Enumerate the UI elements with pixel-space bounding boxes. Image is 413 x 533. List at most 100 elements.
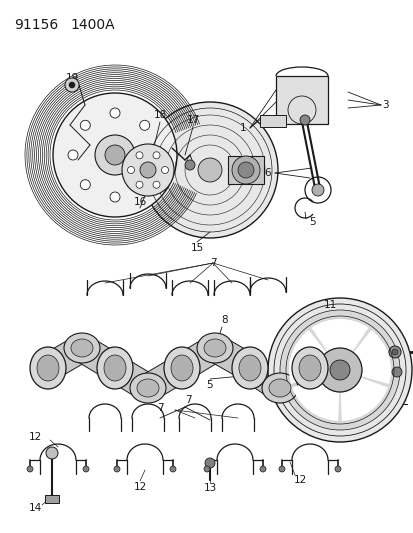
Text: 12: 12: [293, 475, 306, 485]
Circle shape: [65, 78, 79, 92]
Ellipse shape: [238, 355, 260, 381]
Circle shape: [27, 466, 33, 472]
Ellipse shape: [37, 355, 59, 381]
FancyBboxPatch shape: [275, 76, 327, 124]
Text: 5: 5: [309, 217, 316, 227]
Text: 12: 12: [28, 432, 42, 442]
FancyBboxPatch shape: [228, 156, 263, 184]
Ellipse shape: [130, 373, 166, 403]
Ellipse shape: [64, 333, 100, 363]
Circle shape: [311, 184, 323, 196]
Text: 15: 15: [190, 243, 203, 253]
Text: 7: 7: [184, 395, 191, 405]
Circle shape: [110, 108, 120, 118]
Circle shape: [95, 135, 135, 175]
Ellipse shape: [204, 339, 225, 357]
Ellipse shape: [164, 347, 199, 389]
Ellipse shape: [30, 347, 66, 389]
Ellipse shape: [71, 339, 93, 357]
Text: 3: 3: [381, 100, 387, 110]
Circle shape: [237, 162, 254, 178]
Circle shape: [46, 447, 58, 459]
Ellipse shape: [197, 333, 233, 363]
Circle shape: [391, 367, 401, 377]
Circle shape: [278, 466, 284, 472]
Circle shape: [231, 156, 259, 184]
Ellipse shape: [268, 379, 290, 397]
Polygon shape: [140, 356, 189, 400]
Circle shape: [114, 466, 120, 472]
Wedge shape: [339, 370, 387, 421]
Text: 1: 1: [239, 123, 246, 133]
Text: 18: 18: [153, 110, 166, 120]
Text: 8: 8: [221, 315, 228, 325]
Circle shape: [139, 180, 150, 190]
Circle shape: [122, 144, 173, 196]
Text: 10: 10: [373, 330, 386, 340]
Polygon shape: [174, 336, 222, 380]
Wedge shape: [311, 319, 368, 370]
Ellipse shape: [137, 379, 159, 397]
Text: 19: 19: [65, 73, 78, 83]
Text: 6: 6: [264, 168, 271, 178]
Circle shape: [127, 166, 134, 174]
Circle shape: [388, 346, 400, 358]
Ellipse shape: [231, 347, 267, 389]
Text: 7: 7: [209, 258, 216, 268]
Wedge shape: [339, 330, 390, 384]
Text: 14: 14: [28, 503, 42, 513]
Polygon shape: [272, 357, 317, 400]
Circle shape: [161, 166, 168, 174]
Ellipse shape: [104, 355, 126, 381]
Circle shape: [317, 348, 361, 392]
Text: 13: 13: [203, 483, 216, 493]
Circle shape: [279, 310, 399, 430]
Circle shape: [197, 158, 221, 182]
Ellipse shape: [291, 347, 327, 389]
Circle shape: [105, 145, 125, 165]
Circle shape: [139, 120, 150, 130]
Polygon shape: [107, 356, 155, 400]
Circle shape: [80, 180, 90, 190]
Circle shape: [68, 150, 78, 160]
Circle shape: [69, 82, 75, 88]
Circle shape: [153, 152, 159, 159]
Circle shape: [140, 162, 156, 178]
Ellipse shape: [261, 373, 297, 403]
Polygon shape: [75, 336, 122, 380]
Text: 11: 11: [323, 300, 336, 310]
Text: 7: 7: [156, 403, 163, 413]
Circle shape: [152, 150, 161, 160]
FancyBboxPatch shape: [45, 495, 59, 503]
Circle shape: [259, 466, 266, 472]
Circle shape: [185, 160, 195, 170]
Circle shape: [170, 466, 176, 472]
Text: 9: 9: [381, 388, 387, 398]
Circle shape: [83, 466, 89, 472]
Circle shape: [267, 298, 411, 442]
Circle shape: [329, 360, 349, 380]
Text: 16: 16: [133, 197, 146, 207]
Text: 1400A: 1400A: [70, 18, 114, 32]
Circle shape: [334, 466, 340, 472]
Circle shape: [204, 458, 214, 468]
Circle shape: [136, 152, 142, 159]
Ellipse shape: [298, 355, 320, 381]
Wedge shape: [291, 370, 339, 421]
Ellipse shape: [97, 347, 133, 389]
Polygon shape: [242, 357, 287, 400]
Circle shape: [391, 349, 397, 355]
Text: 91156: 91156: [14, 18, 58, 32]
Text: 17: 17: [186, 115, 199, 125]
Polygon shape: [208, 336, 256, 380]
Ellipse shape: [171, 355, 192, 381]
Circle shape: [204, 466, 209, 472]
Circle shape: [153, 181, 159, 188]
Circle shape: [53, 93, 177, 217]
Circle shape: [110, 192, 120, 202]
FancyBboxPatch shape: [259, 115, 285, 127]
Text: 12: 12: [133, 482, 146, 492]
Wedge shape: [288, 330, 339, 384]
Circle shape: [136, 181, 142, 188]
Circle shape: [142, 102, 277, 238]
